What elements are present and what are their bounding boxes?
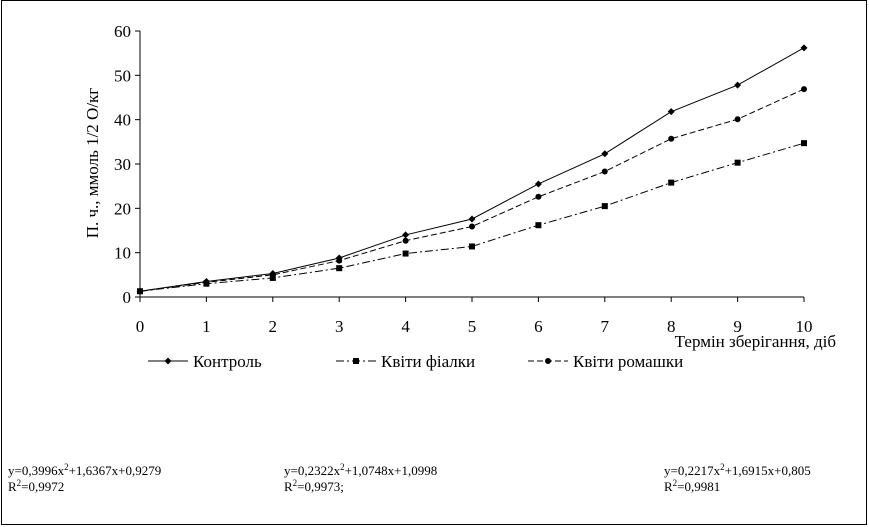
data-point (668, 135, 675, 142)
y-tick-label: 60 (114, 22, 131, 41)
x-tick-label: 8 (667, 317, 676, 336)
series-3 (137, 86, 807, 295)
data-point (468, 215, 476, 223)
data-point (269, 271, 276, 278)
legend-item: Квіти фіалки (336, 352, 475, 371)
y-tick-label: 50 (114, 66, 131, 85)
x-tick-labels: 0 1 2 3 4 5 6 7 8 9 10 (136, 317, 813, 336)
data-point (734, 159, 741, 166)
data-point (336, 257, 343, 264)
legend-marker (164, 357, 172, 365)
x-tick-label: 3 (335, 317, 344, 336)
x-axis-label: Термін зберігання, діб (675, 332, 836, 351)
x-tick-label: 10 (796, 317, 813, 336)
data-point (800, 44, 808, 52)
equation-line: y=0,2322x2+1,0748x+1,0998 (284, 462, 438, 479)
r-squared-line: R2=0,9972 (8, 478, 65, 495)
series-line (139, 142, 805, 292)
x-tick-label: 0 (136, 317, 145, 336)
legend-item: Контроль (148, 352, 262, 371)
legend-label: Контроль (193, 352, 262, 371)
legend-marker (545, 358, 551, 364)
data-point (601, 203, 608, 210)
data-point (734, 116, 741, 123)
legend: Контроль Квіти фіалки Квіти ромашки (148, 352, 683, 371)
equation-line: y=0,3996x2+1,6367x+0,9279 (8, 462, 162, 479)
r-squared-line: R2=0,9973; (284, 478, 344, 495)
series-group (136, 44, 808, 295)
equation-line: y=0,2217x2+1,6915x+0,805 (664, 462, 811, 479)
data-point (535, 222, 542, 229)
legend-marker (353, 358, 359, 364)
y-tick-label: 40 (114, 111, 131, 130)
x-tick-label: 7 (601, 317, 610, 336)
data-point (469, 223, 475, 230)
data-point (801, 140, 807, 147)
axes (135, 30, 805, 302)
trend-equation-2: y=0,2322x2+1,0748x+1,0998 R2=0,9973; (284, 463, 437, 495)
x-tick-label: 2 (269, 317, 278, 336)
x-tick-label: 5 (468, 317, 477, 336)
data-point (137, 288, 143, 295)
data-point (336, 265, 343, 272)
r-squared-line: R2=0,9981 (664, 478, 721, 495)
series-1 (136, 44, 808, 295)
legend-label: Квіти ромашки (573, 352, 683, 371)
series-line (139, 88, 805, 292)
data-point (469, 243, 475, 250)
trend-equation-1: y=0,3996x2+1,6367x+0,9279 R2=0,9972 (8, 463, 161, 495)
data-point (667, 108, 675, 116)
y-tick-label: 0 (123, 288, 132, 307)
data-point (535, 193, 542, 200)
trend-equation-3: y=0,2217x2+1,6915x+0,805 R2=0,9981 (664, 463, 811, 495)
data-point (402, 250, 409, 257)
data-point (402, 231, 410, 239)
x-tick-label: 4 (401, 317, 410, 336)
data-point (534, 180, 542, 188)
data-point (668, 179, 675, 186)
x-tick-label: 9 (733, 317, 742, 336)
x-tick-label: 1 (202, 317, 211, 336)
data-point (601, 168, 608, 175)
y-tick-labels: 0 10 20 30 40 50 60 (114, 22, 131, 307)
y-tick-label: 30 (114, 155, 131, 174)
legend-item: Квіти ромашки (528, 352, 683, 371)
data-point (801, 86, 807, 93)
data-point (269, 274, 276, 281)
data-point (402, 237, 409, 244)
data-point (734, 81, 742, 89)
legend-label: Квіти фіалки (381, 352, 475, 371)
data-point (601, 150, 609, 158)
y-tick-label: 20 (114, 199, 131, 218)
y-axis-label: П. ч., ммоль 1/2 О/кг (83, 88, 102, 239)
series-line (139, 47, 805, 292)
data-point (203, 279, 210, 286)
x-tick-label: 6 (534, 317, 543, 336)
y-tick-label: 10 (114, 244, 131, 263)
